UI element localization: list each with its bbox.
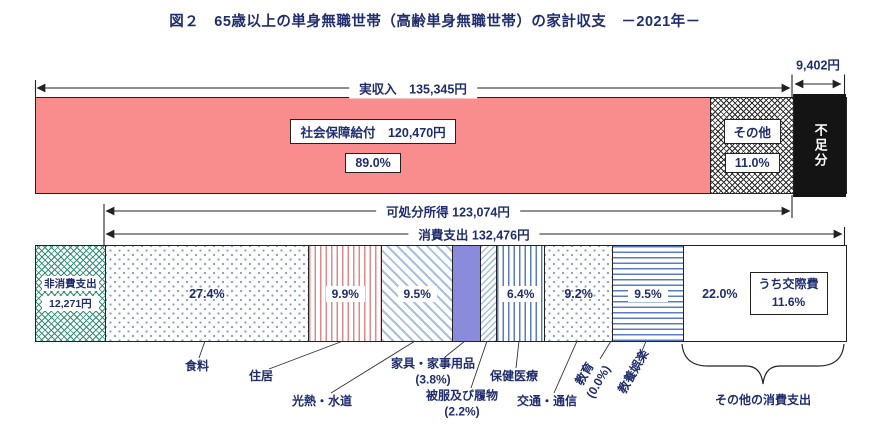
segment-percent: 9.5%	[397, 285, 437, 302]
segment-label-box: その他	[723, 118, 782, 144]
bar-segment-hi-shohi-shishutsu: 非消費支出 12,271円	[36, 246, 105, 341]
bar-segment-kagu-kajiyohin	[451, 246, 481, 341]
category-text: 光熱・水道	[291, 394, 353, 409]
segment-label: 非消費支出 12,271円	[42, 276, 99, 311]
segment-content: 22.0% うち交際費 11.6%	[702, 272, 828, 315]
other-consumption-brace	[681, 343, 845, 385]
category-label-transport: 交通・通信	[517, 394, 577, 410]
category-label-recreation: 教養娯楽	[615, 347, 653, 396]
category-text: 保健医療	[489, 369, 539, 384]
category-label-other-consumption: その他の消費支出	[715, 393, 811, 409]
income-bar: 社会保障給付 120,470円 89.0% その他 11.0% 不足分	[35, 94, 847, 197]
consumption-arrow-label: 消費支出 132,476円	[408, 223, 540, 245]
figure-title: 図２ 65歳以上の単身無職世帯（高齢単身無職世帯）の家計収支 －2021年－	[169, 14, 701, 30]
category-text: 食料	[184, 359, 210, 374]
category-percent: (2.2%)	[444, 404, 480, 418]
deficit-amount-label: 9,402円	[786, 53, 850, 75]
bar-segment-kyoyo-goraku: 9.5%	[612, 246, 683, 341]
deficit-arrow	[794, 72, 846, 94]
bar-segment-jukyo: 9.9%	[308, 246, 382, 341]
segment-vertical-label: 不足分	[812, 123, 828, 168]
bar-segment-fusokubun: 不足分	[793, 94, 846, 197]
bar-segment-sonota-income: その他 11.0%	[710, 98, 794, 193]
segment-label-box: 11.0%	[724, 152, 780, 173]
segment-percent: 6.4%	[501, 285, 541, 302]
expenditure-bar: 非消費支出 12,271円 27.4% 9.9% 9.5% 6.4% 9.2% 9.5% 22.…	[35, 245, 847, 342]
category-label-healthcare: 保健医療	[490, 369, 538, 385]
category-label-clothing: 被服及び履物 (2.2%)	[426, 388, 498, 419]
segment-label-box: 社会保障給付 120,470円	[290, 118, 456, 144]
bar-segment-hifuku-hakimono	[480, 246, 497, 341]
category-label-utilities: 光熱・水道	[292, 394, 352, 410]
bar-segment-shokuryo: 27.4%	[104, 246, 309, 341]
category-text: 住居	[248, 369, 274, 384]
category-percent: (3.8%)	[415, 372, 451, 386]
bar-segment-kotsu-tsushin: 9.2%	[543, 246, 613, 341]
category-text: 教養娯楽	[615, 347, 652, 396]
segment-percent: 9.9%	[325, 285, 365, 302]
category-label-food: 食料	[185, 359, 209, 375]
segment-percent: 27.4%	[189, 286, 225, 301]
bar-segment-shakai-hosho-kyufu: 社会保障給付 120,470円 89.0%	[36, 98, 711, 193]
category-label-housing: 住居	[249, 369, 273, 385]
bar-segment-konetsu-suido: 9.5%	[381, 246, 452, 341]
segment-percent: 9.2%	[564, 286, 593, 301]
bar-segment-hoken-iryo: 6.4%	[496, 246, 544, 341]
segment-percent: 9.5%	[628, 285, 668, 302]
category-text: 交通・通信	[516, 394, 578, 409]
inner-detail-box: うち交際費 11.6%	[749, 272, 828, 315]
disposable-income-arrow-label: 可処分所得 123,074円	[376, 200, 520, 222]
bar-segment-sonota-shohi-shishutsu: 22.0% うち交際費 11.6%	[682, 246, 846, 341]
category-label-furniture: 家具・家事用品 (3.8%)	[391, 356, 475, 387]
income-arrow-label: 実収入 135,345円	[349, 77, 477, 99]
category-text: その他の消費支出	[714, 393, 812, 408]
segment-percent: 22.0%	[702, 286, 738, 301]
segment-label-box: 89.0%	[345, 152, 401, 173]
category-text: 家具・家事用品	[390, 356, 476, 371]
category-text: 被服及び履物	[425, 388, 499, 403]
